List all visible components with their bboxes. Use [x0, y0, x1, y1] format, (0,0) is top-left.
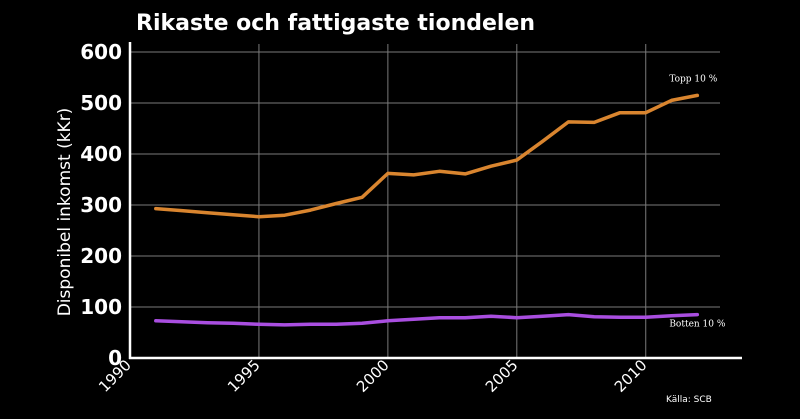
y-tick-label: 600 [80, 40, 122, 64]
x-tick-label: 2000 [353, 356, 393, 396]
x-tick-label: 2010 [611, 356, 651, 396]
x-tick-label: 2005 [482, 356, 522, 396]
axes [128, 42, 742, 360]
y-tick-label: 400 [80, 142, 122, 166]
x-tick-label: 1990 [95, 356, 135, 396]
series-label-bottom: Botten 10 % [669, 320, 726, 330]
y-axis-label: Disponibel inkomst (kKr) [55, 108, 75, 317]
y-tick-label: 300 [80, 193, 122, 217]
series-line-bottom [154, 312, 700, 327]
series-lines [154, 93, 700, 327]
series-labels: Topp 10 % Botten 10 % [669, 74, 726, 329]
y-tick-labels: 0 100 200 300 400 500 600 [80, 40, 122, 370]
grid [130, 44, 720, 358]
source-note: Källa: SCB [666, 395, 712, 405]
series-label-top: Topp 10 % [669, 74, 717, 84]
x-tick-labels: 1990 1995 2000 2005 2010 [95, 356, 650, 396]
y-tick-label: 500 [80, 91, 122, 115]
chart-title: Rikaste och fattigaste tiondelen [136, 11, 535, 36]
y-tick-label: 100 [80, 295, 122, 319]
series-line-top [154, 93, 700, 219]
y-tick-label: 200 [80, 244, 122, 268]
y-tick-label: 0 [108, 346, 122, 370]
x-tick-label: 1995 [224, 356, 264, 396]
